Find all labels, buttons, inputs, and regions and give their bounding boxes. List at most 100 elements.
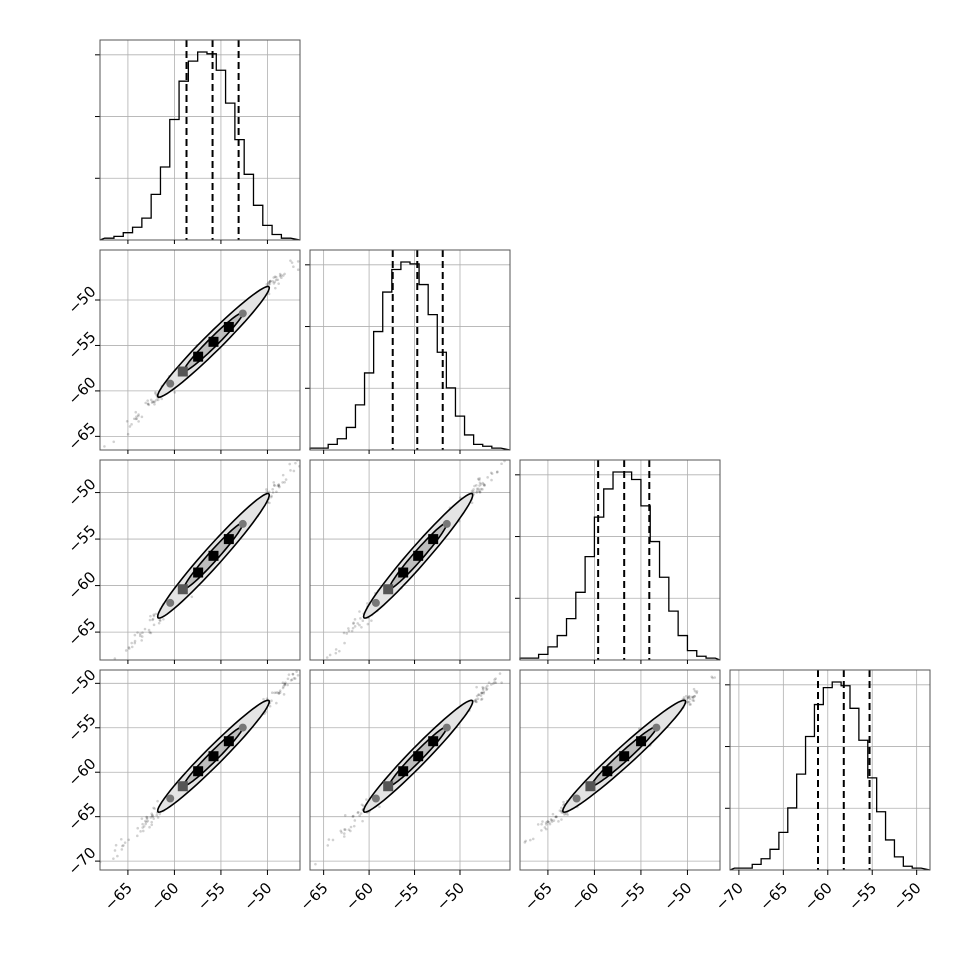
scatter-point [686, 696, 690, 700]
scatter-point [482, 690, 486, 694]
scatter-point [141, 822, 144, 826]
x-tick-label: −50 [660, 879, 695, 914]
scatter-point [478, 477, 481, 480]
scatter-point [292, 469, 296, 473]
scatter-point [726, 664, 729, 667]
scatter-point [288, 462, 292, 466]
scatter-point [87, 883, 90, 886]
scatter-point [289, 469, 292, 472]
scatter-point [265, 697, 269, 700]
scatter-point [353, 819, 357, 822]
scatter-point [153, 400, 156, 404]
scatter-point [81, 463, 84, 466]
scatter-point [378, 805, 381, 809]
scatter-point [518, 443, 521, 446]
scatter-point [158, 812, 162, 816]
scatter-point [343, 828, 346, 831]
scatter-point [142, 825, 146, 828]
scatter-point [286, 683, 289, 687]
scatter-point [475, 487, 479, 491]
scatter-point [283, 272, 286, 276]
scatter-point [721, 671, 724, 674]
scatter-point [277, 483, 280, 487]
scatter-point [347, 627, 350, 630]
scatter-point [500, 681, 503, 684]
scatter-point [283, 682, 287, 686]
scatter-point [269, 279, 272, 283]
scatter-point [148, 618, 152, 622]
scatter-point [340, 831, 343, 834]
density-peak-block [398, 567, 409, 578]
scatter-point [281, 686, 285, 690]
panel-2d-1-0 [81, 259, 300, 466]
scatter-point [513, 442, 516, 445]
scatter-point [361, 619, 365, 622]
x-tick-label: −60 [567, 879, 602, 914]
scatter-point [549, 818, 553, 821]
scatter-point [477, 693, 480, 696]
scatter-point [353, 625, 357, 628]
scatter-point [490, 472, 494, 476]
scatter-point [136, 631, 139, 634]
scatter-point [103, 445, 106, 448]
scatter-point [123, 841, 127, 844]
scatter-point [295, 670, 298, 673]
scatter-point [136, 414, 140, 418]
scatter-point [358, 623, 361, 627]
scatter-point [277, 484, 281, 488]
x-tick-label: −50 [890, 879, 925, 914]
scatter-point [475, 489, 479, 493]
scatter-point [489, 683, 493, 686]
density-blob [238, 723, 247, 732]
scatter-point [278, 691, 282, 694]
scatter-point [688, 697, 692, 701]
scatter-point [265, 283, 269, 286]
scatter-point [301, 456, 304, 459]
scatter-point [158, 619, 162, 622]
scatter-point [493, 678, 496, 681]
density-peak-block [208, 751, 219, 762]
scatter-point [723, 667, 726, 670]
scatter-point [695, 690, 699, 693]
scatter-point [560, 806, 563, 810]
x-tick-label: −50 [240, 879, 275, 914]
scatter-point [343, 835, 346, 838]
scatter-point [112, 857, 115, 860]
scatter-point [265, 488, 268, 491]
scatter-point [689, 703, 692, 706]
scatter-point [343, 641, 346, 645]
scatter-point [483, 483, 486, 487]
scatter-point [359, 812, 363, 815]
density-peak-block [619, 751, 630, 762]
scatter-point [137, 420, 140, 423]
scatter-point [293, 677, 297, 680]
scatter-point [476, 697, 480, 701]
scatter-point [150, 814, 154, 818]
scatter-point [265, 490, 269, 494]
x-tick-label: −70 [712, 879, 747, 914]
scatter-point [135, 417, 139, 421]
scatter-point [277, 282, 280, 285]
density-blob [371, 598, 380, 607]
density-peak-block [177, 584, 188, 595]
scatter-point [345, 632, 349, 635]
scatter-point [144, 401, 147, 405]
scatter-point [137, 413, 140, 416]
scatter-point [352, 814, 355, 818]
scatter-point [722, 666, 725, 669]
scatter-point [566, 813, 569, 816]
scatter-point [156, 799, 159, 803]
scatter-point [472, 488, 475, 491]
scatter-point [158, 618, 162, 622]
density-blob [442, 519, 451, 528]
density-peak-block [208, 550, 219, 561]
histogram-param-0 [99, 51, 301, 241]
scatter-point [320, 651, 323, 654]
scatter-point [475, 483, 478, 487]
scatter-point [366, 622, 370, 626]
scatter-point [121, 844, 124, 848]
scatter-point [331, 422, 334, 425]
scatter-point [550, 820, 554, 823]
scatter-point [278, 274, 282, 278]
scatter-point [520, 653, 523, 656]
